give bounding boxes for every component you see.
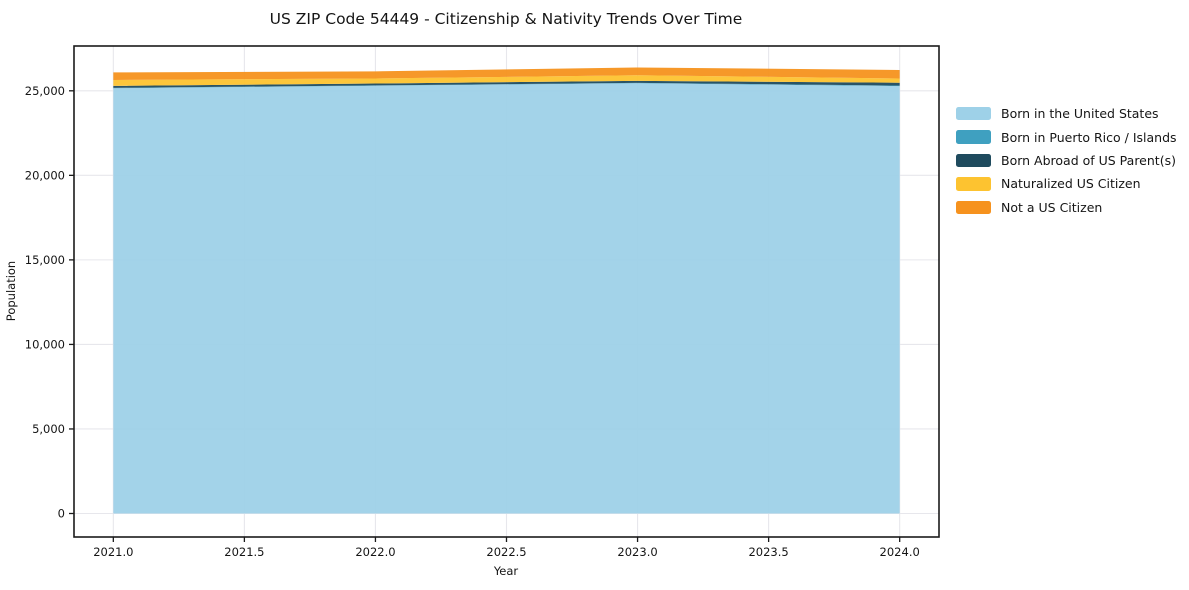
y-tick-label: 0 [58,506,65,520]
areas [113,67,900,514]
legend-swatch [956,200,991,214]
chart-title: US ZIP Code 54449 - Citizenship & Nativi… [270,10,743,28]
legend: Born in the United States Born in Puerto … [956,102,1177,219]
x-tick-label: 2022.0 [355,545,395,559]
tick-labels: 2021.0 2021.5 2022.0 2022.5 2023.0 2023.5 2024… [25,84,920,559]
x-tick-label: 2021.5 [224,545,264,559]
area-not-a-us-citizen [113,67,900,80]
legend-item-not-a-us-citizen: Not a US Citizen [956,196,1177,219]
area-born-in-the-united-states [113,83,900,514]
legend-label: Naturalized US Citizen [1001,176,1141,192]
area-born-abroad-of-us-parent-s [113,80,900,88]
y-tick-label: 20,000 [25,168,65,182]
legend-item-born-in-the-united-states: Born in the United States [956,102,1177,125]
legend-swatch [956,177,991,191]
y-tick-label: 15,000 [25,253,65,267]
x-tick-label: 2024.0 [880,545,920,559]
legend-swatch [956,130,991,144]
x-axis-label: Year [493,564,519,578]
legend-item-born-in-puerto-rico-islands: Born in Puerto Rico / Islands [956,125,1177,148]
x-tick-label: 2023.0 [617,545,657,559]
x-tick-label: 2022.5 [486,545,526,559]
y-axis-label: Population [4,261,18,321]
legend-label: Born in the United States [1001,106,1159,122]
legend-label: Born Abroad of US Parent(s) [1001,152,1176,168]
area-naturalized-us-citizen [113,75,900,86]
legend-label: Not a US Citizen [1001,199,1103,215]
y-tick-label: 25,000 [25,84,65,98]
x-tick-label: 2023.5 [748,545,788,559]
y-tick-label: 5,000 [32,422,65,436]
legend-item-born-abroad-of-us-parent-s: Born Abroad of US Parent(s) [956,149,1177,172]
y-tick-label: 10,000 [25,337,65,351]
axis-ticks [69,90,901,542]
legend-label: Born in Puerto Rico / Islands [1001,129,1177,145]
legend-swatch [956,106,991,121]
x-tick-label: 2021.0 [93,545,133,559]
legend-swatch [956,153,991,168]
legend-item-naturalized-us-citizen: Naturalized US Citizen [956,172,1177,195]
